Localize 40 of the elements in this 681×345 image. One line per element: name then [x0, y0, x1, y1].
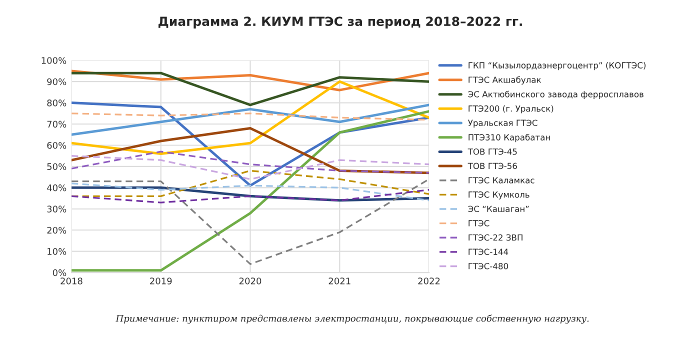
x-tick-label: 2022 [418, 278, 440, 284]
chart-title: Диаграмма 2. КИУМ ГТЭС за период 2018–2022 гг. [158, 16, 522, 28]
legend-label: ГТЭС Кумколь [468, 191, 530, 200]
legend-label: ГТЭ200 (г. Уральск) [468, 105, 554, 114]
y-tick-label: 40% [47, 184, 66, 192]
y-tick-label: 20% [47, 226, 66, 234]
legend-label: ГТЭС Каламкас [468, 177, 534, 184]
legend-label: ГТЭС [468, 220, 490, 226]
line-series [72, 72, 430, 106]
legend-label: ГТЭС-144 [468, 248, 508, 255]
legend-label: ГКП “Кызылордаэнергоцентр” (КОГТЭС) [468, 62, 646, 70]
line-series [72, 178, 430, 265]
legend-label: ГТЭС Акшабулак [468, 76, 542, 85]
y-tick-label: 100% [42, 57, 66, 64]
y-tick-label: 50% [47, 163, 66, 170]
line-series [72, 182, 430, 202]
legend-label: ЭС Актюбинского завода ферросплавов [468, 90, 644, 99]
y-tick-label: 80% [47, 100, 66, 106]
y-tick-label: 70% [47, 120, 66, 128]
x-tick-label: 2021 [328, 278, 350, 284]
line-series [72, 155, 430, 180]
legend-label: Уральская ГТЭС [468, 120, 538, 128]
legend-label: ТОВ ГТЭ-45 [468, 148, 517, 155]
y-tick-label: 30% [47, 206, 66, 212]
line-series [72, 150, 430, 174]
x-tick-label: 2018 [60, 278, 82, 284]
x-tick-label: 2019 [150, 278, 172, 284]
legend-label: ТОВ ГТЭ-56 [468, 162, 517, 170]
legend-label: ГТЭС-480 [468, 262, 508, 270]
legend-label: ЭС “Кашаган” [468, 206, 529, 212]
legend-label: ПТЭ310 Карабатан [468, 134, 550, 142]
line-series [72, 104, 430, 136]
y-tick-label: 60% [47, 142, 66, 149]
line-series [72, 80, 430, 155]
y-tick-label: 0% [52, 269, 66, 276]
legend-label: ГТЭС-22 ЗВП [468, 234, 522, 241]
text: Примечание: пунктиром представлены электростанции, покрывающие собственную нагрузку. [116, 314, 589, 324]
x-tick-label: 2020 [239, 278, 262, 284]
y-tick-label: 90% [47, 78, 66, 86]
y-tick-label: 10% [48, 248, 66, 255]
